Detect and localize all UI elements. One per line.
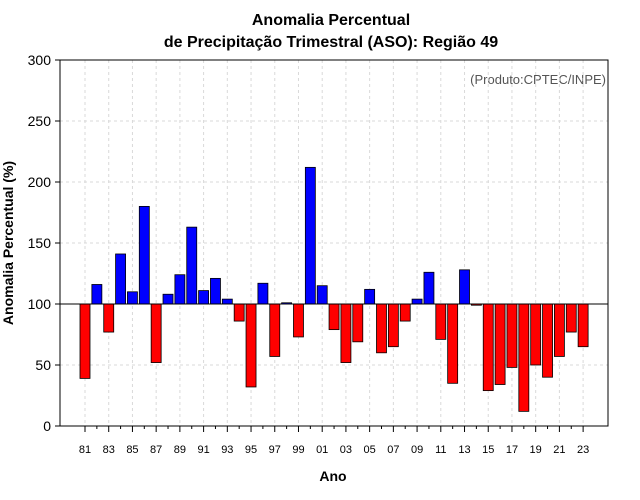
y-tick-label: 250 — [28, 113, 52, 129]
bar-82 — [91, 284, 103, 305]
x-tick-label: 99 — [292, 444, 304, 456]
x-tick-label: 85 — [126, 444, 138, 456]
bar-03 — [340, 303, 352, 363]
bar-02 — [328, 303, 340, 331]
bar-11 — [435, 303, 447, 340]
bar-83 — [103, 303, 115, 333]
x-tick-label: 19 — [530, 444, 542, 456]
bar-16 — [494, 303, 506, 385]
x-axis-label: Ano — [319, 468, 346, 484]
x-tick-label: 05 — [364, 444, 376, 456]
bar-92 — [210, 277, 221, 305]
bar-13 — [459, 269, 470, 305]
bar-22 — [565, 303, 577, 333]
x-tick-label: 81 — [79, 444, 91, 456]
bar-84 — [115, 253, 126, 305]
x-tick-label: 91 — [197, 444, 209, 456]
y-tick-label: 300 — [28, 52, 52, 68]
bar-21 — [554, 303, 565, 357]
x-tick-label: 93 — [221, 444, 233, 456]
bar-90 — [186, 226, 198, 305]
y-tick-label: 100 — [28, 296, 52, 312]
bar-04 — [352, 303, 364, 343]
x-tick-label: 01 — [316, 444, 328, 456]
x-tick-label: 17 — [506, 444, 518, 456]
x-tick-label: 23 — [577, 444, 589, 456]
bar-85 — [127, 291, 138, 305]
chart-title-line2: de Precipitação Trimestral (ASO): Região… — [164, 34, 498, 51]
y-axis-label: Anomalia Percentual (%) — [0, 161, 16, 325]
chart-title-line1: Anomalia Percentual — [252, 12, 410, 29]
bar-17 — [506, 303, 518, 368]
bar-01 — [316, 285, 328, 305]
bar-08 — [399, 303, 411, 322]
bar-97 — [269, 303, 281, 357]
bar-12 — [447, 303, 459, 384]
bar-91 — [198, 290, 210, 305]
credit-label: (Produto:CPTEC/INPE) — [470, 72, 606, 87]
bar-10 — [423, 271, 435, 305]
y-tick-label: 150 — [28, 235, 52, 251]
x-tick-label: 11 — [435, 444, 446, 456]
bar-95 — [245, 303, 257, 388]
y-tick-label: 200 — [28, 174, 52, 190]
x-tick-label: 95 — [245, 444, 257, 456]
y-tick-label: 0 — [43, 418, 51, 434]
bar-23 — [577, 303, 589, 348]
x-tick-label: 09 — [411, 444, 423, 456]
x-tick-label: 15 — [482, 444, 494, 456]
bar-86 — [138, 205, 150, 305]
bars-layer — [79, 166, 589, 412]
bar-88 — [162, 293, 174, 305]
grid-layer — [60, 60, 608, 426]
bar-20 — [542, 303, 553, 378]
bar-00 — [304, 166, 316, 305]
bar-05 — [364, 288, 376, 305]
x-tick-label: 87 — [150, 444, 162, 456]
bar-93 — [221, 298, 233, 305]
x-tick-label: 07 — [387, 444, 399, 456]
bar-81 — [79, 303, 91, 379]
x-tick-label: 83 — [103, 444, 115, 456]
bar-18 — [518, 303, 530, 412]
x-tick-label: 21 — [553, 444, 565, 456]
x-tick-label: 13 — [458, 444, 470, 456]
bar-87 — [150, 303, 162, 363]
x-tick-label: 97 — [269, 444, 281, 456]
bar-89 — [174, 274, 186, 305]
bar-96 — [257, 282, 269, 305]
y-tick-label: 50 — [35, 357, 51, 373]
bar-94 — [233, 303, 245, 322]
bar-06 — [376, 303, 387, 354]
bar-07 — [387, 303, 399, 348]
x-tick-label: 03 — [340, 444, 352, 456]
bar-19 — [530, 303, 542, 366]
bar-09 — [411, 298, 423, 305]
bar-15 — [482, 303, 494, 392]
bar-99 — [293, 303, 304, 338]
x-tick-label: 89 — [174, 444, 186, 456]
